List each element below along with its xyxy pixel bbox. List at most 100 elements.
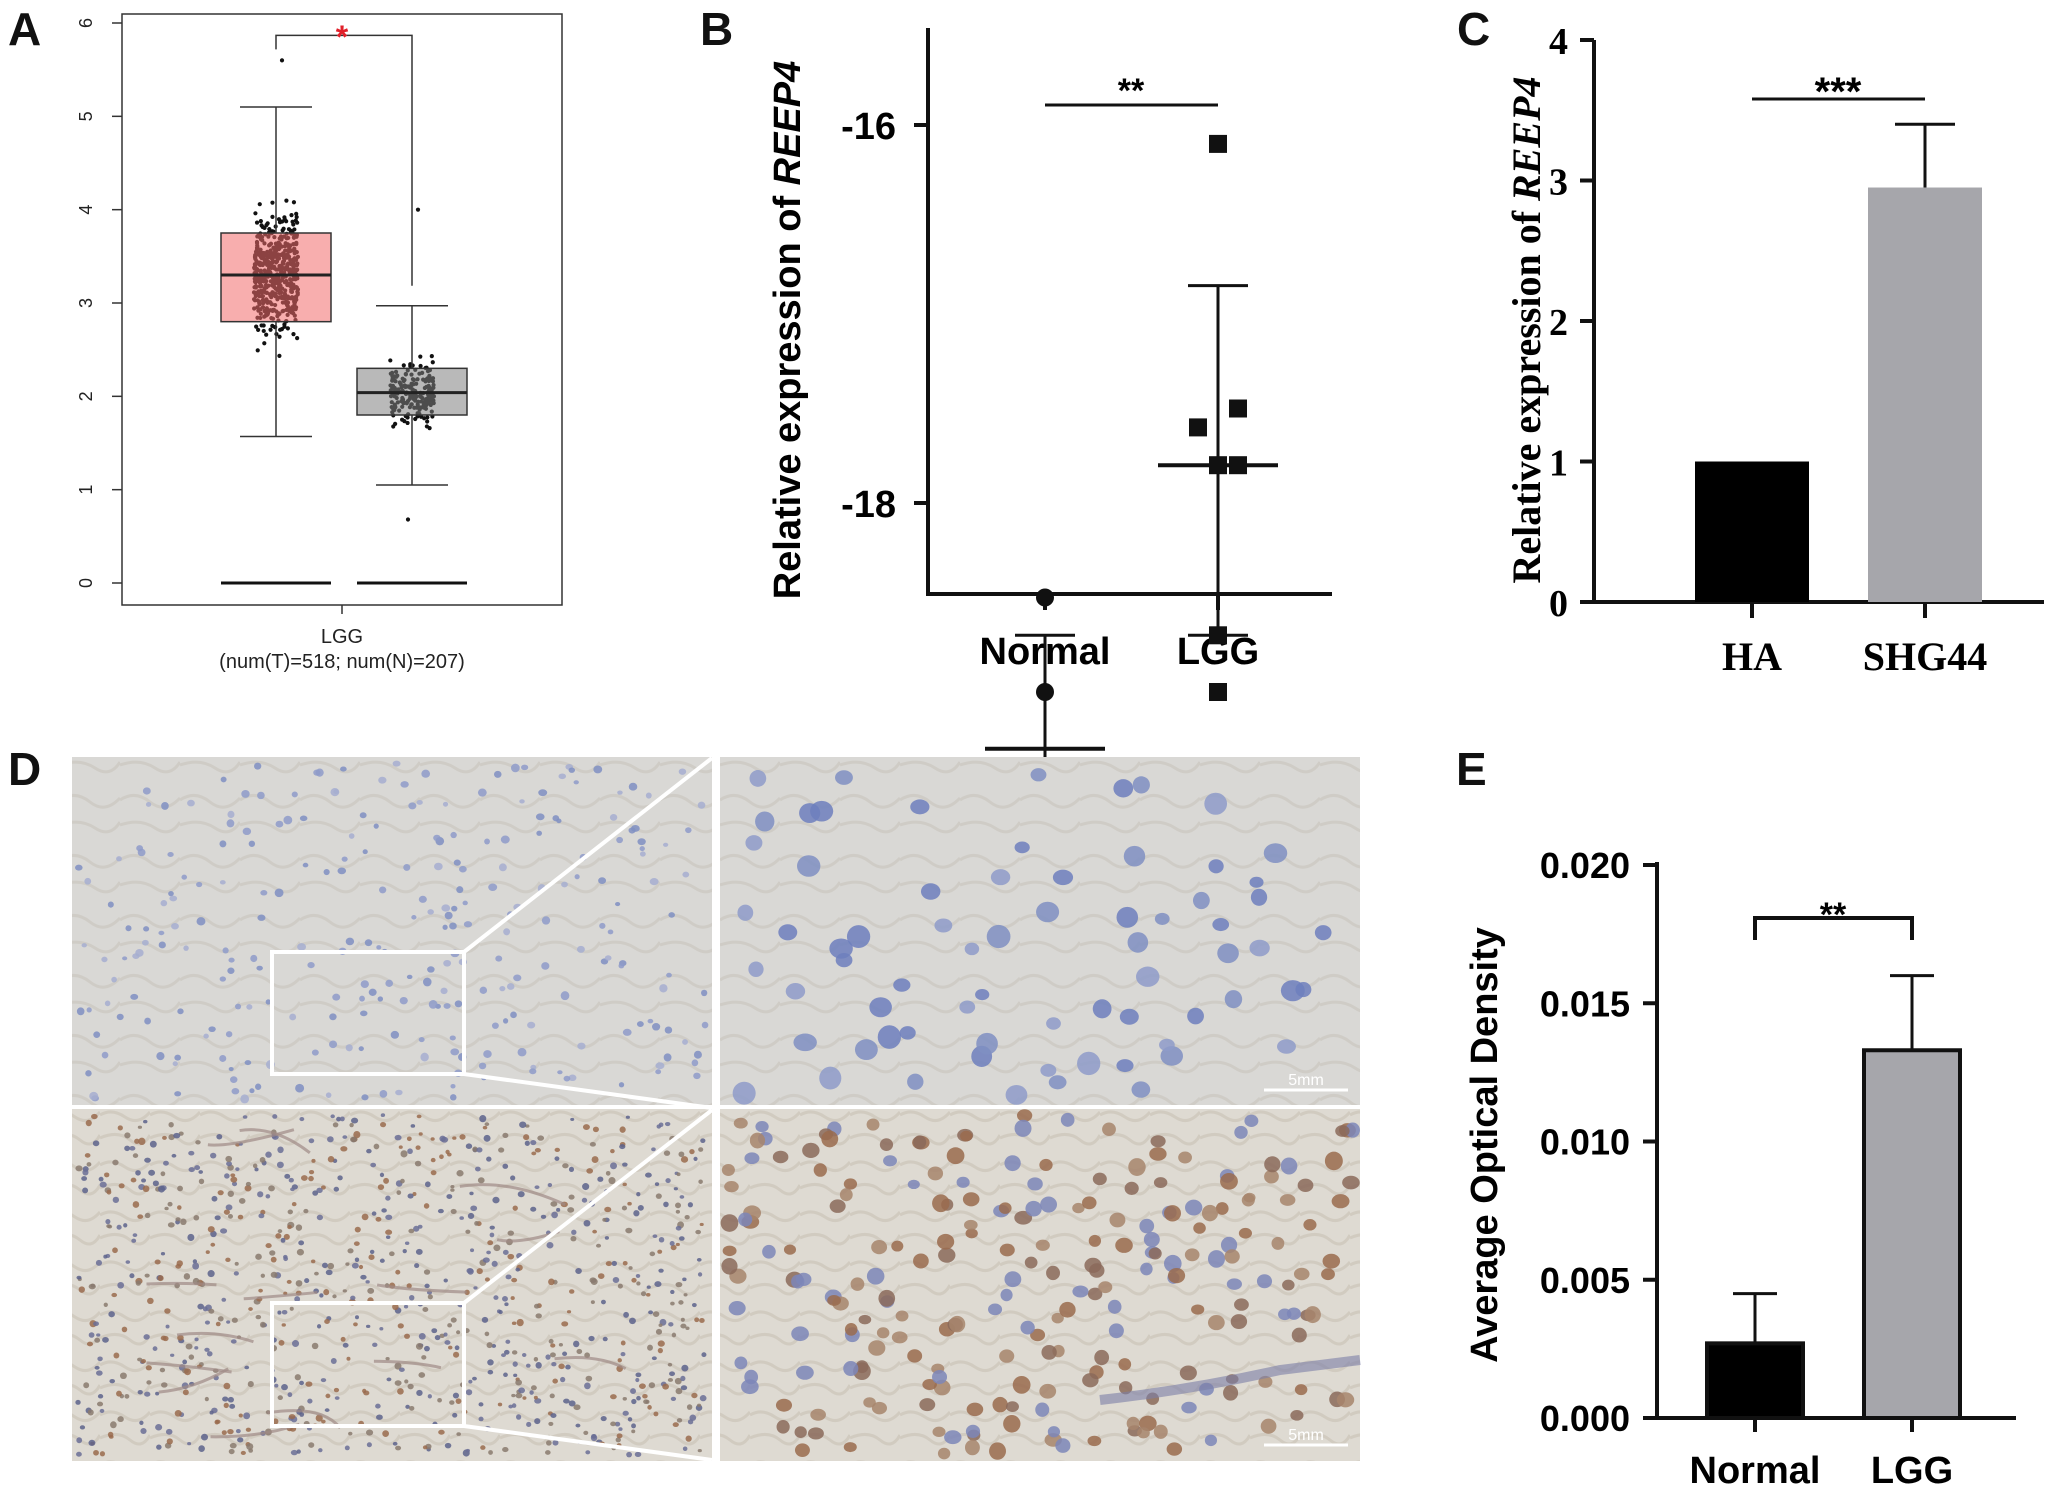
- nucleus-lgg: [316, 1324, 322, 1329]
- nucleus-lgg: [414, 1160, 422, 1167]
- nucleus-lgg: [516, 1318, 524, 1327]
- vessel-lgg: [267, 1409, 342, 1430]
- nucleus-normal: [360, 980, 369, 988]
- nucleus-normal: [607, 929, 614, 935]
- nucleus-lgg: [340, 1146, 348, 1152]
- nucleus-lgg: [636, 1191, 641, 1197]
- data-point-t: [267, 227, 272, 232]
- nucleus-lgg: [187, 1233, 195, 1242]
- nucleus-lgg-zoom: [1322, 1253, 1341, 1269]
- nucleus-lgg: [160, 1252, 166, 1256]
- nucleus-lgg: [93, 1321, 99, 1327]
- nucleus-lgg: [497, 1402, 503, 1407]
- nucleus-lgg: [424, 1283, 430, 1289]
- data-point-t: [291, 331, 296, 337]
- nucleus-lgg: [152, 1180, 159, 1187]
- nucleus-lgg: [548, 1278, 555, 1286]
- nucleus-lgg: [482, 1257, 490, 1263]
- nucleus-normal-zoom: [1217, 943, 1239, 964]
- nucleus-lgg-zoom: [1000, 1288, 1013, 1302]
- nucleus-lgg: [600, 1299, 606, 1305]
- nucleus-lgg: [225, 1257, 231, 1262]
- significance-bracket-e: [1753, 916, 1914, 940]
- nucleus-lgg: [143, 1119, 148, 1124]
- nucleus-normal-zoom: [1052, 869, 1074, 886]
- nucleus-lgg: [322, 1262, 328, 1269]
- data-point-t: [295, 335, 300, 341]
- data-point-n: [400, 417, 405, 422]
- nucleus-lgg: [647, 1405, 652, 1410]
- nucleus-lgg: [330, 1357, 337, 1365]
- nucleus-lgg: [385, 1235, 391, 1239]
- nucleus-lgg: [300, 1175, 308, 1181]
- nucleus-lgg-zoom: [1137, 1427, 1150, 1439]
- nucleus-lgg: [636, 1281, 641, 1286]
- nucleus-lgg: [588, 1335, 595, 1342]
- nucleus-lgg: [93, 1449, 99, 1456]
- nucleus-lgg: [154, 1259, 161, 1265]
- scale-bar-label-lgg: 5mm: [1288, 1427, 1324, 1444]
- nucleus-lgg: [561, 1321, 569, 1327]
- nucleus-lgg-zoom: [1055, 1438, 1071, 1453]
- nucleus-lgg-zoom: [1271, 1236, 1285, 1250]
- nucleus-normal: [491, 1022, 499, 1029]
- nucleus-lgg: [235, 1167, 240, 1172]
- nucleus-lgg-zoom: [755, 1120, 769, 1133]
- nucleus-lgg: [111, 1292, 118, 1298]
- nucleus-lgg: [118, 1183, 125, 1189]
- nucleus-lgg-zoom: [964, 1439, 980, 1456]
- nucleus-lgg-zoom: [919, 1398, 936, 1412]
- nucleus-lgg: [229, 1403, 236, 1409]
- nucleus-lgg: [346, 1356, 351, 1361]
- nucleus-lgg: [449, 1400, 455, 1405]
- nucleus-lgg-zoom: [927, 1166, 944, 1181]
- nucleus-normal: [558, 773, 567, 780]
- data-point-t: [255, 348, 260, 353]
- nucleus-lgg: [483, 1134, 491, 1142]
- nucleus-lgg: [404, 1241, 410, 1245]
- nucleus-lgg: [446, 1194, 453, 1200]
- nucleus-lgg-zoom: [871, 1401, 887, 1415]
- nucleus-normal: [500, 835, 510, 844]
- nucleus-normal: [577, 1042, 586, 1050]
- nucleus-lgg: [621, 1205, 628, 1211]
- nucleus-lgg: [188, 1167, 195, 1173]
- data-point-t: [262, 341, 267, 346]
- nucleus-lgg: [590, 1278, 598, 1285]
- nucleus-lgg-zoom: [966, 1402, 984, 1417]
- nucleus-lgg: [345, 1262, 350, 1266]
- nucleus-lgg-zoom: [1244, 1114, 1259, 1127]
- nucleus-normal: [219, 880, 226, 885]
- nucleus-normal: [256, 965, 263, 971]
- nucleus-lgg: [530, 1206, 537, 1212]
- data-point-lgg: [1209, 134, 1227, 153]
- nucleus-normal: [655, 1069, 662, 1075]
- nucleus-lgg-zoom: [1087, 1435, 1102, 1447]
- nucleus-normal: [325, 1092, 332, 1098]
- nucleus-lgg: [674, 1377, 682, 1385]
- nucleus-lgg: [228, 1448, 235, 1455]
- nucleus-normal: [510, 763, 520, 773]
- nucleus-normal: [639, 851, 646, 857]
- nucleus-lgg-zoom: [844, 1323, 858, 1336]
- nucleus-normal: [529, 1068, 537, 1075]
- y-axis-a: 0 1 2 3 4 5 6: [76, 18, 122, 588]
- nucleus-lgg: [526, 1421, 532, 1427]
- nucleus-lgg-zoom: [1264, 1156, 1281, 1173]
- nucleus-lgg-zoom: [1040, 1196, 1058, 1213]
- nucleus-lgg: [230, 1176, 238, 1183]
- nucleus-lgg: [304, 1278, 310, 1284]
- nucleus-lgg: [149, 1140, 157, 1148]
- nucleus-lgg: [358, 1264, 364, 1270]
- nucleus-normal: [373, 823, 379, 829]
- nucleus-lgg: [631, 1398, 637, 1405]
- nucleus-lgg: [617, 1283, 623, 1289]
- nucleus-normal: [101, 1051, 109, 1059]
- nucleus-lgg: [620, 1352, 626, 1357]
- nucleus-normal: [637, 838, 646, 846]
- nucleus-lgg-zoom: [1278, 1308, 1292, 1321]
- nucleus-lgg: [415, 1145, 421, 1150]
- nucleus-lgg: [112, 1159, 119, 1166]
- nucleus-normal: [81, 943, 87, 948]
- nucleus-lgg: [197, 1303, 205, 1310]
